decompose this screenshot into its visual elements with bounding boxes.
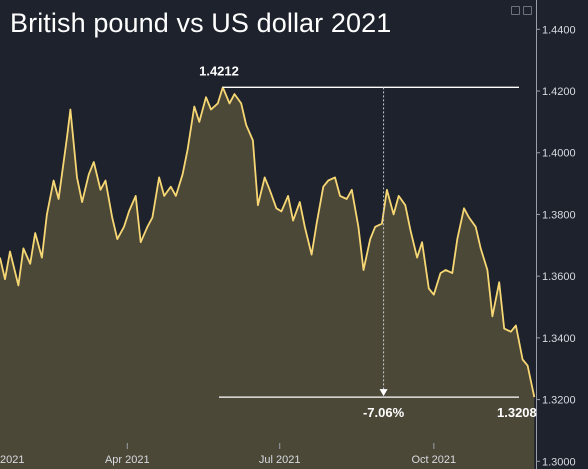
x-tick-label: Oct 2021 bbox=[412, 454, 457, 466]
chart-title: British pound vs US dollar 2021 bbox=[10, 8, 392, 38]
y-tick-label: 1.4000 bbox=[542, 148, 576, 160]
x-tick-label: Jul 2021 bbox=[259, 454, 301, 466]
image-icon bbox=[511, 6, 520, 15]
x-tick-label: 2021 bbox=[0, 454, 24, 466]
change-arrow bbox=[379, 389, 388, 397]
change-percent-label: -7.06% bbox=[363, 405, 405, 420]
x-tick-label: Apr 2021 bbox=[105, 454, 150, 466]
y-tick-label: 1.3600 bbox=[542, 271, 576, 283]
y-tick-label: 1.3400 bbox=[542, 333, 576, 345]
expand-icon bbox=[523, 6, 532, 15]
y-tick-label: 1.3200 bbox=[542, 395, 576, 407]
series-area bbox=[0, 87, 535, 469]
y-tick-label: 1.3800 bbox=[542, 209, 576, 221]
y-tick-label: 1.4200 bbox=[542, 86, 576, 98]
series-line bbox=[0, 86, 536, 398]
high-value-label: 1.4212 bbox=[199, 63, 239, 78]
y-tick-label: 1.3000 bbox=[542, 456, 576, 468]
y-tick-label: 1.4400 bbox=[542, 24, 576, 36]
low-value-label: 1.3208 bbox=[497, 405, 537, 420]
